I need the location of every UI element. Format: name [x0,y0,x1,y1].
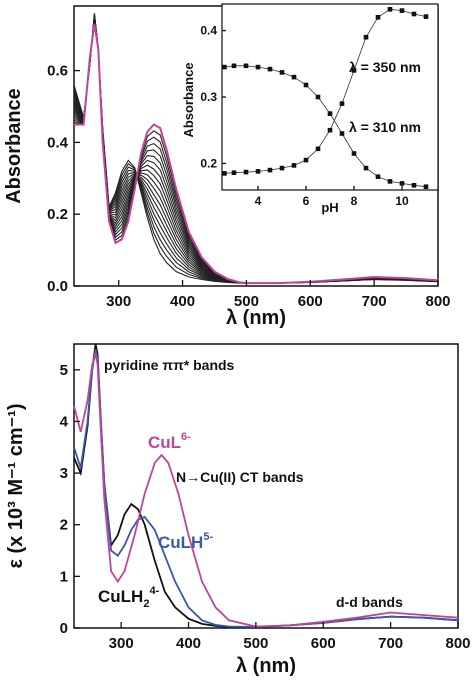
bottom-y-tick-label-0: 0 [60,620,68,637]
inset-point-1-1 [231,63,237,69]
bottom-series-line-2 [73,350,459,628]
inset-x-tick-label-0: 4 [255,194,262,208]
bottom-x-tick-label-2: 500 [243,635,268,652]
inset-x-tick-label-2: 8 [351,194,358,208]
inset-plot-frame [221,3,439,191]
inset-point-0-11 [351,68,357,73]
inset-point-1-15 [399,181,405,186]
top-y-ticks: 0.0 0.2 0.4 0.6 [47,63,80,295]
top-x-tick-label-4: 700 [362,293,387,310]
inset-point-1-6 [291,74,297,80]
inset-point-0-0 [222,171,227,176]
inset-point-0-14 [387,7,393,12]
inset-point-0-12 [363,34,369,40]
top-chart: 300 400 500 600 700 800 0.0 0.2 0.4 0.6 λ (nm) A… [3,5,451,329]
inset-point-0-2 [243,169,249,175]
bottom-y-tick-label-4: 4 [60,413,69,430]
inset-point-1-7 [303,82,309,88]
inset-point-1-0 [222,64,227,70]
bottom-x-tick-label-1: 400 [176,635,201,652]
bottom-y-axis-label: ε (x 10³ M⁻¹ cm⁻¹) [5,403,27,568]
inset-x-ticks: 4 6 8 10 [255,186,409,208]
bottom-series-group [73,343,459,628]
top-x-axis-label: λ (nm) [226,307,286,329]
top-y-tick-label-2: 0.4 [47,134,69,151]
inset-point-1-12 [363,165,369,171]
label-culh2: CuLH24- [98,585,160,610]
inset-point-0-13 [375,15,381,20]
bottom-x-tick-label-0: 300 [109,635,134,652]
bottom-y-ticks: 0 1 2 3 4 5 [60,362,80,637]
bottom-y-tick-label-2: 2 [60,517,68,534]
inset-point-1-9 [327,111,333,116]
bottom-y-tick-label-3: 3 [60,465,68,482]
inset-point-1-16 [411,183,417,188]
top-y-tick-label-3: 0.6 [47,63,68,80]
bottom-series-line-0 [73,343,459,628]
top-y-tick-label-0: 0.0 [47,278,68,295]
inset-x-tick-label-3: 10 [395,194,409,208]
top-spectrum-line-18 [74,23,439,285]
annotation-ct: N→Cu(II) CT bands [176,469,304,485]
top-y-axis-label: Absorbance [3,88,25,204]
inset-point-0-7 [303,157,309,163]
inset-point-1-11 [351,151,357,156]
inset-chart: 4 6 8 10 0.2 0.3 0.4 pH Absorbance λ = 350 nm… [181,3,439,215]
inset-point-1-10 [339,131,345,136]
bottom-y-tick-label-1: 1 [60,568,68,585]
inset-point-0-8 [315,146,321,152]
inset-y-tick-label-1: 0.3 [200,90,217,104]
inset-point-0-1 [231,170,237,175]
annotation-310nm: λ = 310 nm [349,119,421,135]
inset-x-tick-label-1: 6 [303,194,310,208]
bottom-series-line-1 [73,349,459,628]
inset-point-1-3 [255,64,261,70]
inset-y-tick-label-2: 0.4 [200,24,217,38]
inset-point-1-2 [243,63,249,69]
annotation-350nm: λ = 350 nm [349,59,421,75]
top-x-tick-label-0: 300 [106,293,131,310]
inset-x-axis-label: pH [321,200,338,215]
bottom-x-tick-label-4: 700 [378,635,403,652]
inset-point-0-16 [411,11,417,17]
inset-point-0-6 [291,163,297,168]
inset-point-1-14 [387,179,393,184]
top-series-group [73,13,439,285]
bottom-y-tick-label-5: 5 [60,362,68,379]
inset-point-0-3 [255,169,261,174]
inset-point-0-15 [399,8,405,13]
top-x-tick-label-1: 400 [170,293,195,310]
top-x-tick-label-2: 500 [234,293,259,310]
bottom-x-axis-label: λ (nm) [236,655,296,677]
inset-point-0-9 [327,127,333,133]
inset-point-1-4 [267,66,273,72]
inset-point-1-17 [423,184,429,189]
inset-point-1-5 [279,70,285,75]
annotation-dd: d-d bands [336,594,403,610]
top-x-tick-label-5: 800 [425,293,450,310]
inset-y-axis-label: Absorbance [181,62,196,137]
inset-point-0-5 [279,165,285,171]
bottom-x-ticks: 300 400 500 600 700 800 [109,622,471,652]
top-y-tick-label-1: 0.2 [47,206,68,223]
bottom-x-tick-label-5: 800 [445,635,470,652]
inset-y-tick-label-0: 0.2 [200,156,217,170]
label-cul: CuL6- [148,431,191,452]
top-x-ticks: 300 400 500 600 700 800 [106,280,451,310]
inset-point-1-8 [315,94,321,100]
inset-point-1-13 [375,174,381,179]
bottom-chart: 300 400 500 600 700 800 0 1 2 3 4 5 λ (nm) ε (x 10… [5,343,471,677]
bottom-plot-frame [73,343,459,629]
inset-point-0-17 [423,14,429,19]
inset-point-0-10 [339,101,345,106]
inset-point-0-4 [267,167,273,173]
inset-series-group [222,7,429,189]
annotation-pyridine: pyridine ππ* bands [104,357,235,373]
inset-y-ticks: 0.2 0.3 0.4 [200,24,226,170]
bottom-x-tick-label-3: 600 [311,635,336,652]
label-culh: CuLH5- [158,531,213,552]
top-x-tick-label-3: 600 [298,293,323,310]
